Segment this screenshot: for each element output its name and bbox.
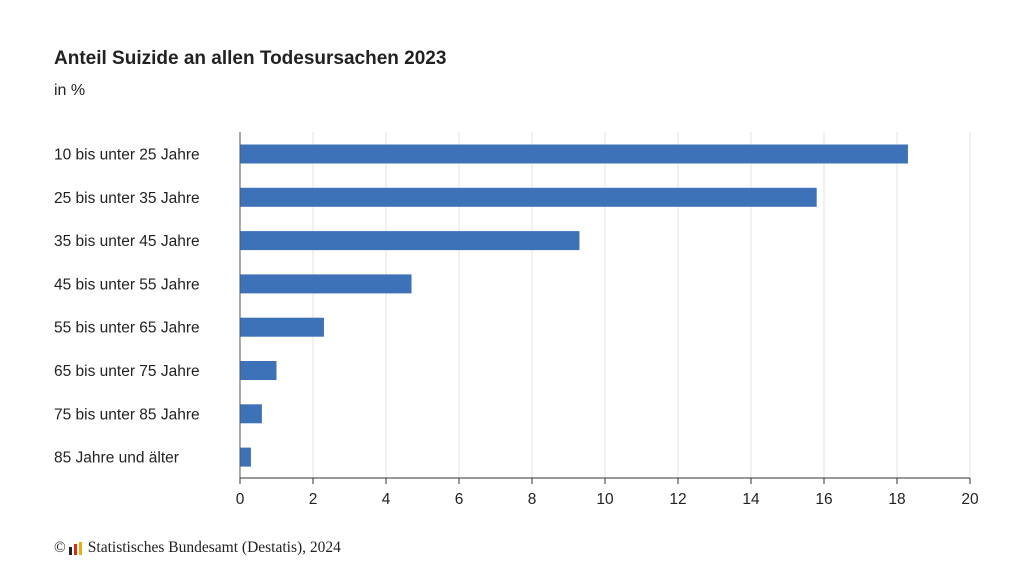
x-tick-label: 12	[669, 491, 686, 508]
category-label: 45 bis unter 55 Jahre	[54, 276, 200, 293]
x-tick-label: 10	[596, 491, 614, 508]
x-tick-label: 20	[961, 491, 979, 508]
bar[interactable]	[240, 447, 251, 467]
bar[interactable]	[240, 404, 262, 424]
bar[interactable]	[240, 317, 324, 337]
x-tick-label: 18	[888, 491, 905, 508]
category-labels: 10 bis unter 25 Jahre 25 bis unter 35 Jah…	[54, 147, 200, 467]
x-tick-label: 2	[309, 491, 318, 508]
category-label: 55 bis unter 65 Jahre	[54, 320, 200, 337]
category-label: 65 bis unter 75 Jahre	[54, 363, 200, 380]
category-label: 10 bis unter 25 Jahre	[54, 147, 200, 164]
category-label: 85 Jahre und älter	[54, 450, 179, 467]
x-tick-label: 14	[742, 491, 760, 508]
category-label: 75 bis unter 85 Jahre	[54, 406, 200, 423]
x-tick-label: 4	[382, 491, 391, 508]
category-label: 25 bis unter 35 Jahre	[54, 190, 200, 207]
bar[interactable]	[240, 187, 817, 207]
chart-subtitle: in %	[54, 82, 86, 99]
chart-title: Anteil Suizide an allen Todesursachen 20…	[54, 48, 447, 69]
bars	[240, 144, 908, 467]
bar[interactable]	[240, 231, 580, 251]
source-note: © Statistisches Bundesamt (Destatis), 20…	[54, 539, 341, 557]
bar[interactable]	[240, 144, 908, 164]
bar[interactable]	[240, 274, 412, 294]
x-axis: 0 2 4 6 8 10 12 14 16 18 20	[236, 132, 979, 508]
x-tick-label: 6	[455, 491, 464, 508]
source-text: Statistisches Bundesamt (Destatis), 2024	[87, 539, 341, 556]
x-tick-label: 16	[815, 491, 832, 508]
x-tick-label: 8	[528, 491, 537, 508]
grid-lines	[312, 132, 971, 478]
category-label: 35 bis unter 45 Jahre	[54, 233, 200, 250]
destatis-logo-icon	[68, 541, 82, 555]
x-tick-label: 0	[236, 491, 245, 508]
bar[interactable]	[240, 361, 277, 380]
copyright-symbol: ©	[54, 539, 66, 556]
